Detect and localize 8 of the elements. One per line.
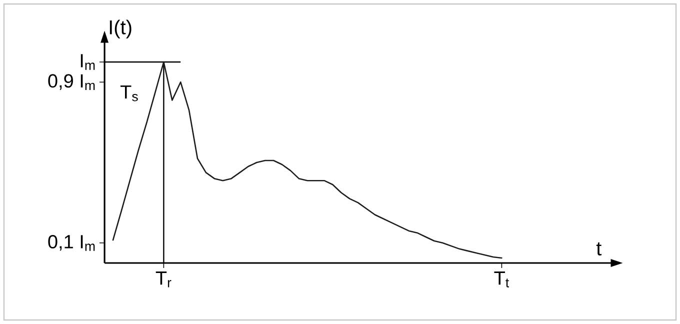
x-tick-label: T$_{t}$ <box>494 272 510 288</box>
annotation: T$_{s}$ <box>120 85 138 102</box>
x-axis-title: t <box>596 242 602 256</box>
y-axis-title: I(t) <box>110 20 132 38</box>
y-tick-label: 0,1 I$_{m}$ <box>48 234 95 251</box>
y-tick-label: 0,9 I$_{m}$ <box>48 74 95 90</box>
y-tick-label: I$_{m}$ <box>80 54 95 70</box>
x-tick-label: T$_{r}$ <box>156 272 172 288</box>
